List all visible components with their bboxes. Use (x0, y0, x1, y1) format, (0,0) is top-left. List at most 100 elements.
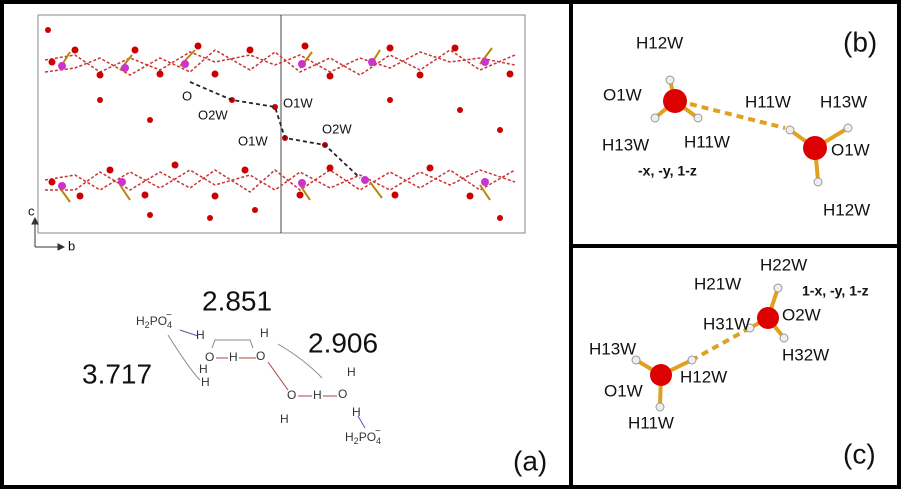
atom-label: H (313, 388, 322, 402)
anion-part: 4 (167, 320, 172, 330)
anion-part: − (375, 426, 381, 437)
atom-label: H12W (680, 367, 727, 386)
crystal-image-part-part (252, 207, 258, 213)
molecule-c-part-part (688, 356, 696, 364)
axis-arrows-part (32, 218, 38, 224)
atom-label: H12W (823, 200, 870, 219)
atom-label: H11W (745, 92, 791, 111)
crystal-image-part-part (467, 193, 474, 200)
crystal-image-part-part (481, 58, 489, 66)
crystal-image-part-part (77, 193, 84, 200)
atom-label: O (338, 387, 347, 401)
crystal-image-part-part (58, 62, 66, 70)
distance-label: 3.717 (82, 358, 152, 389)
crystal-image-part-part (361, 176, 369, 184)
crystal-image-part-part (242, 167, 249, 174)
anion-part: H (345, 430, 354, 444)
molecule-c-part-part (656, 403, 664, 411)
atom-label: H11W (684, 132, 730, 151)
crystal-image-part-part (302, 43, 309, 50)
axis-label: c (28, 203, 35, 218)
atom-label: H12W (636, 33, 683, 52)
anion-part: PO (359, 430, 376, 444)
crystal-label: O2W (198, 107, 228, 122)
crystal-image-part-part (507, 71, 514, 78)
atom-label: H13W (602, 135, 649, 154)
atom-label: H32W (782, 345, 829, 364)
crystal-image-part-part (107, 167, 114, 174)
molecule-b-part-part (786, 126, 794, 134)
crystal-image-part-part (72, 47, 79, 54)
crystal-image-part-part (147, 117, 153, 123)
molecule-b-part-part (694, 114, 702, 122)
atom-label: H22W (760, 255, 807, 274)
crystal-image-part-part (118, 178, 126, 186)
crystal-image-part-part (49, 59, 56, 66)
crystal-label: O1W (238, 133, 268, 148)
distance-label: 2.906 (308, 327, 378, 358)
crystal-image-part-part (157, 71, 164, 78)
crystal-image-part-part (387, 45, 394, 52)
crystal-image-part-part (387, 97, 393, 103)
crystal-image-part-part (392, 192, 399, 199)
anion-label: H2PO4− (345, 426, 381, 447)
crystal-image-part-part (212, 71, 219, 78)
atom-label: H31W (703, 314, 750, 333)
crystal-label: O2W (322, 121, 352, 136)
crystal-image-part-part (207, 215, 213, 221)
molecule-b-part (803, 136, 827, 160)
crystal-image-part-part (327, 73, 334, 80)
molecule-c-part-part (780, 334, 788, 342)
axis-arrows-part (58, 244, 64, 250)
crystal-image-part-part (97, 72, 104, 79)
molecule-b-part-part (666, 76, 674, 84)
anion-part: H (136, 314, 145, 328)
figure: O O2W O1W O1W O2W c b H O H O H H H O H … (0, 0, 901, 489)
crystal-label: O1W (283, 95, 313, 110)
crystal-image-part-part (181, 60, 189, 68)
molecule-c-part-part (774, 284, 782, 292)
axis-label: b (68, 238, 75, 253)
molecule-c-part (757, 307, 779, 329)
crystal-image-part-part (147, 212, 153, 218)
molecule-c-part (632, 284, 788, 411)
crystal-image-part-part (452, 45, 459, 52)
crystal-image (38, 15, 525, 233)
atom-label: H (229, 350, 238, 364)
molecule-b-part (663, 89, 687, 113)
atom-label: O1W (831, 140, 870, 159)
panel-label: (c) (843, 438, 876, 469)
crystal-image-part-part (121, 64, 129, 72)
atom-label: H (347, 365, 356, 379)
molecule-b-part-part (814, 178, 822, 186)
anion-part: PO (150, 314, 167, 328)
distance-label: 2.851 (202, 285, 272, 316)
atom-label: H13W (820, 92, 867, 111)
schematic-bonds-part (212, 340, 253, 348)
atom-label: H (199, 362, 208, 376)
crystal-image-part-part (368, 58, 376, 66)
atom-label: H (201, 375, 210, 389)
crystal-image-part-part (481, 178, 489, 186)
molecule-b-part-part (844, 124, 852, 132)
crystal-image-part-part (298, 179, 306, 187)
symmetry-label: 1-x, -y, 1-z (802, 283, 869, 299)
crystal-image-part-part (195, 43, 202, 50)
molecule-c-part (636, 288, 784, 405)
atom-label: H21W (694, 274, 741, 293)
anion-label: H2PO4− (136, 310, 172, 331)
crystal-image-part-part (497, 127, 503, 133)
panel-label: (b) (843, 26, 877, 57)
symmetry-label: -x, -y, 1-z (638, 163, 697, 179)
atom-label: O (256, 349, 265, 363)
atom-label: H (196, 328, 205, 342)
atom-label: O1W (604, 381, 643, 400)
atom-label: H (280, 412, 289, 426)
crystal-image-part-part (298, 60, 306, 68)
crystal-image-part-part (247, 47, 254, 54)
anion-part: − (166, 310, 172, 321)
crystal-image-part-part (132, 47, 139, 54)
crystal-image-part-part (417, 72, 424, 79)
crystal-image-part-part (212, 193, 219, 200)
crystal-image-part-part (457, 107, 463, 113)
